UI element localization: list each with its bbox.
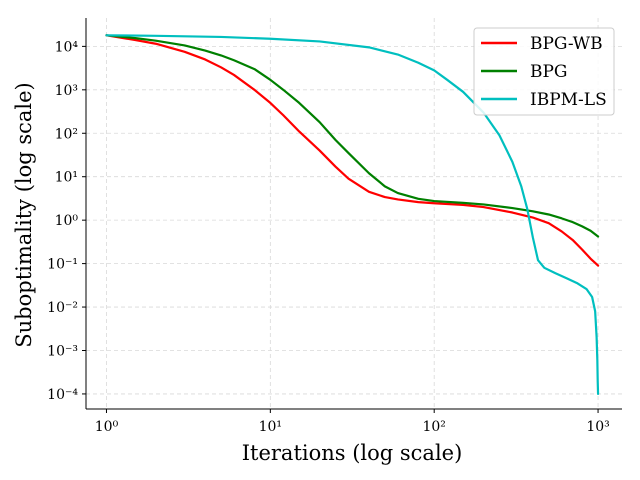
x-axis-label: Iterations (log scale): [242, 441, 463, 465]
x-tick-label: 10⁰: [95, 419, 119, 435]
series-lines: [105, 34, 600, 396]
legend: BPG-WB BPG IBPM-LS: [473, 27, 615, 116]
ticks: 10⁰ 10¹ 10² 10³ 10⁻⁴ 10⁻³ 10⁻² 10⁻¹ 10⁰ 10¹ 10² 10³…: [47, 39, 610, 435]
series-line-bpg: [105, 34, 600, 238]
series-line-bpg-wb: [105, 34, 600, 267]
y-tick-label: 10⁻¹: [47, 257, 78, 273]
axes: [85, 18, 622, 410]
y-tick-label: 10⁰: [55, 213, 79, 229]
y-tick-label: 10¹: [55, 170, 78, 186]
legend-label: BPG: [530, 62, 568, 82]
x-tick-label: 10²: [422, 419, 445, 435]
x-tick-label: 10³: [586, 419, 609, 435]
x-tick-label: 10¹: [259, 419, 282, 435]
y-tick-label: 10²: [55, 126, 78, 142]
y-tick-label: 10³: [55, 83, 78, 99]
y-tick-label: 10⁻³: [47, 343, 78, 359]
y-tick-label: 10⁴: [55, 39, 79, 55]
y-tick-label: 10⁻²: [47, 300, 78, 316]
y-tick-label: 10⁻⁴: [47, 387, 78, 403]
legend-label: IBPM-LS: [530, 90, 607, 110]
series-line-ibpm-ls: [105, 34, 600, 396]
legend-label: BPG-WB: [530, 34, 603, 54]
legend-box: [473, 27, 615, 116]
y-axis-label: Suboptimality (log scale): [12, 82, 36, 348]
